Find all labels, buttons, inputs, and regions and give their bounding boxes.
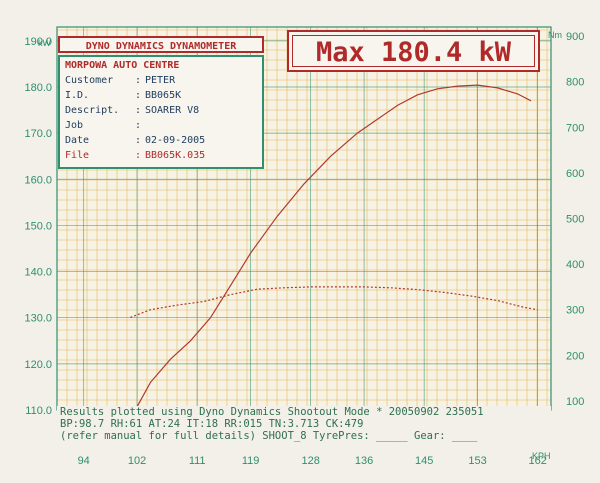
left-axis-unit: kW xyxy=(38,38,52,48)
info-row-date: Date:02-09-2005 xyxy=(65,135,206,146)
info-label: Job xyxy=(65,120,84,131)
right-tick-label: 200 xyxy=(566,350,584,362)
info-value: PETER xyxy=(145,75,176,86)
info-label: File xyxy=(65,150,90,161)
left-tick-label: 160.0 xyxy=(24,174,52,186)
left-tick-label: 180.0 xyxy=(24,82,52,94)
x-tick-label: 128 xyxy=(301,455,319,467)
dyno-title-box: DYNO DYNAMICS DYNAMOMETER xyxy=(58,36,264,53)
x-tick-label: 145 xyxy=(415,455,433,467)
info-row-description: Descript.: SOARER V8 xyxy=(65,105,200,116)
x-axis-label: KPH xyxy=(532,451,551,461)
info-label: Date xyxy=(65,135,90,146)
info-value: BB065K.035 xyxy=(145,150,206,161)
info-label: I.D. xyxy=(65,90,90,101)
run-details-footer: Results plotted using Dyno Dynamics Shoo… xyxy=(57,406,551,450)
power-curve xyxy=(135,84,532,410)
x-tick-label: 102 xyxy=(128,455,146,467)
right-tick-label: 800 xyxy=(566,77,584,89)
max-power-readout: Max 180.4 kW xyxy=(292,35,535,68)
info-value: SOARER V8 xyxy=(145,105,200,116)
left-axis-ticks: 110.0 120.0 130.0 140.0 150.0 160.0 170.0 180.0… xyxy=(24,36,52,417)
x-axis-ticks: 94 102 111 119 128 136 145 153 162 xyxy=(78,455,547,467)
info-label: Descript. xyxy=(65,105,120,116)
dyno-title: DYNO DYNAMICS DYNAMOMETER xyxy=(85,41,237,52)
info-value: BB065K xyxy=(145,90,182,101)
x-tick-label: 162 xyxy=(528,455,546,467)
footer-line-reference: (refer manual for full details) SHOOT_8 … xyxy=(60,430,478,442)
footer-line-mode: Results plotted using Dyno Dynamics Shoo… xyxy=(60,406,484,418)
right-axis-ticks: 100 200 300 400 500 600 700 800 900 xyxy=(566,31,584,408)
x-tick-label: 119 xyxy=(242,455,260,467)
left-tick-label: 110.0 xyxy=(25,405,52,417)
right-tick-label: 100 xyxy=(566,396,584,408)
info-row-customer: Customer: PETER xyxy=(65,75,176,86)
info-panel: MORPOWA AUTO CENTRE Customer: PETER I.D.:… xyxy=(58,55,264,169)
max-power-box: Max 180.4 kW xyxy=(287,30,540,72)
left-tick-label: 170.0 xyxy=(24,128,52,140)
right-tick-label: 900 xyxy=(566,31,584,43)
info-label: Customer xyxy=(65,75,114,86)
x-tick-label: 111 xyxy=(189,455,206,467)
right-axis-unit: Nm xyxy=(548,30,562,40)
left-tick-label: 140.0 xyxy=(24,267,52,279)
left-tick-label: 130.0 xyxy=(24,313,52,325)
info-row-id: I.D.: BB065K xyxy=(65,90,182,101)
x-tick-label: 153 xyxy=(468,455,486,467)
series-layer xyxy=(130,84,538,410)
x-tick-label: 94 xyxy=(78,455,90,467)
right-tick-label: 300 xyxy=(566,305,584,317)
right-tick-label: 500 xyxy=(566,214,584,226)
info-value: 02-09-2005 xyxy=(145,135,206,146)
right-tick-label: 600 xyxy=(566,168,584,180)
info-row-file: File: BB065K.035 xyxy=(65,150,206,161)
left-tick-label: 120.0 xyxy=(24,359,52,371)
info-row-job: Job: xyxy=(65,120,142,131)
x-tick-label: 136 xyxy=(355,455,373,467)
left-tick-label: 190.0 xyxy=(24,36,52,48)
torque-curve xyxy=(130,286,538,318)
right-tick-label: 400 xyxy=(566,259,584,271)
right-tick-label: 700 xyxy=(566,122,584,134)
footer-line-conditions: BP:98.7 RH:61 AT:24 IT:18 RR:015 TN:3.71… xyxy=(60,418,364,430)
left-tick-label: 150.0 xyxy=(24,220,52,232)
shop-name: MORPOWA AUTO CENTRE xyxy=(65,60,180,71)
